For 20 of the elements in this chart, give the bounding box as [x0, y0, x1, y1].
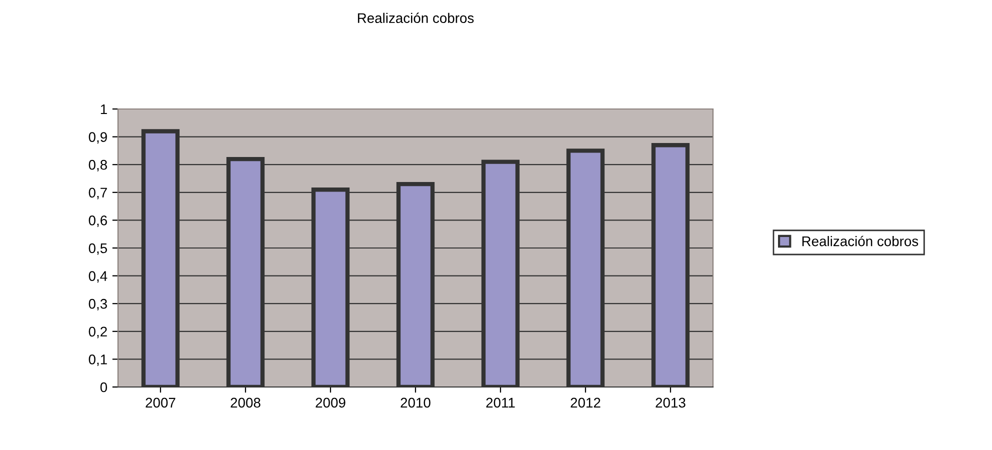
chart-title: Realización cobros	[358, 12, 474, 24]
x-tick-label: 2007	[146, 398, 176, 408]
y-tick-label: 1	[100, 104, 107, 114]
y-tick-label: 0	[100, 382, 108, 392]
x-tick-label: 2012	[570, 398, 600, 408]
y-tick-label: 0,6	[88, 216, 107, 228]
x-tick-label: 2011	[486, 398, 515, 408]
y-tick-label: 0,5	[88, 243, 108, 255]
legend-label: Realización cobros	[802, 236, 918, 246]
y-tick-label: 0,4	[88, 271, 108, 283]
y-tick-label: 0,3	[88, 298, 107, 310]
y-tick-label: 0,1	[88, 354, 107, 366]
x-tick-label: 2010	[400, 398, 430, 408]
y-tick-label: 0,9	[88, 132, 107, 144]
y-tick-label: 0,8	[88, 160, 107, 172]
x-tick-label: 2009	[316, 398, 346, 408]
x-tick-label: 2013	[656, 398, 686, 408]
y-tick-label: 0,7	[88, 188, 107, 200]
y-tick-label: 0,2	[88, 326, 107, 338]
x-tick-label: 2008	[230, 398, 260, 408]
